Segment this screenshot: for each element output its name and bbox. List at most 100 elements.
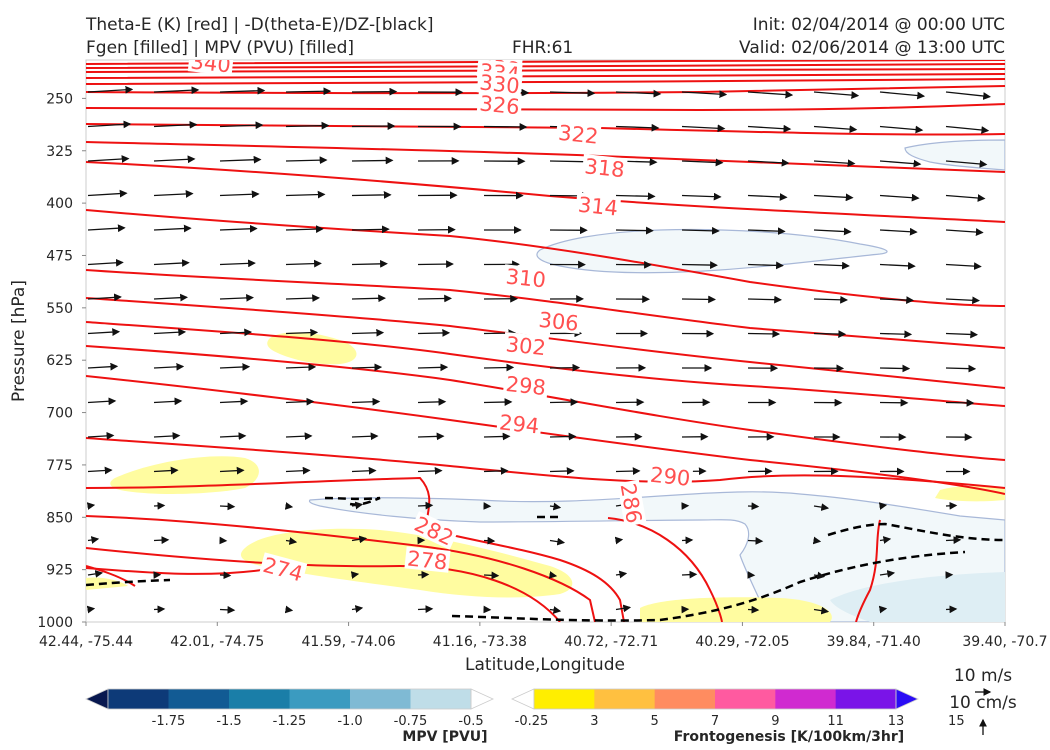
wind-vector [681, 295, 716, 304]
wind-vector [945, 398, 975, 407]
y-tick-label: 250 [46, 91, 73, 107]
theta-e-label-text: 310 [505, 264, 547, 292]
wind-vector [681, 536, 694, 545]
wind-vector [747, 261, 784, 270]
wind-vector [285, 294, 320, 303]
wind-vector [153, 432, 181, 440]
wind-vector [87, 570, 104, 578]
wind-vector [615, 192, 656, 201]
wind-vector [681, 570, 698, 579]
x-tick-label: 41.16, -73.38 [433, 634, 527, 650]
wind-vector [747, 124, 792, 133]
theta-e-label: 286 [616, 479, 647, 527]
theta-e-label-text: 306 [537, 308, 579, 336]
wind-vector [153, 328, 187, 337]
wind-vector [813, 571, 826, 580]
wind-vector [153, 293, 188, 302]
colorbar-segment [229, 689, 290, 709]
colorbar-segment [168, 689, 230, 709]
wind-vector [153, 86, 200, 95]
wind-vector [747, 605, 760, 614]
wind-vector [812, 536, 822, 545]
wind-vector [615, 123, 660, 132]
wind-vector [153, 259, 190, 267]
theta-e-label-text: 298 [505, 372, 547, 400]
fgen-region-5 [640, 597, 832, 622]
wind-vector [219, 605, 236, 614]
wind-vector [87, 328, 121, 336]
y-tick-label: 1000 [37, 615, 73, 631]
wind-vector [549, 467, 575, 475]
wind-vector [615, 467, 641, 475]
wind-vector [681, 158, 724, 167]
wind-vector [219, 328, 253, 337]
wind-vector [879, 536, 892, 544]
wind-vector [879, 193, 920, 202]
wind-vector [945, 160, 988, 168]
wind-vector [285, 121, 330, 130]
wind-vector [945, 262, 982, 271]
title-line-2: Fgen [filled] | MPV (PVU) [filled] [86, 38, 355, 58]
wind-vector [483, 571, 500, 580]
wind-vector [945, 125, 990, 134]
wind-vector [615, 570, 628, 579]
wind-vector [219, 190, 260, 199]
colorbar-segment [654, 689, 716, 709]
wind-vector [417, 605, 434, 614]
wind-vector [417, 260, 454, 268]
wind-vector [417, 466, 443, 475]
wind-vector [87, 85, 134, 94]
fgen-colorbar: 3 5 7 9 11 13 15 [511, 688, 965, 729]
wind-vector [219, 397, 249, 406]
wind-vector [615, 604, 632, 613]
y-tick-label: 775 [46, 458, 73, 474]
wind-vector [417, 363, 449, 372]
theta-e-label: 294 [496, 410, 543, 438]
wind-vector [483, 536, 496, 545]
y-tick-label: 850 [46, 510, 73, 526]
wind-vector [285, 87, 332, 96]
colorbar-extend-right [895, 688, 919, 710]
wind-vector [747, 329, 781, 338]
wind-vector [614, 536, 624, 545]
wind-vector [681, 124, 726, 133]
wind-vector [813, 606, 830, 615]
y-tick-label: 925 [46, 563, 73, 579]
wind-vector [286, 644, 296, 646]
wind-vector [219, 502, 236, 511]
wind-vector [417, 294, 452, 303]
wind-vector [87, 189, 128, 198]
colorbar-tick-label: -1.5 [216, 714, 241, 729]
wind-vector [747, 536, 764, 545]
wind-vector [87, 258, 124, 267]
wind-vector [878, 502, 888, 510]
colorbar-tick-label: -0.75 [394, 714, 428, 729]
wind-vector [879, 261, 916, 270]
mpv-region-mid [536, 228, 888, 274]
wind-vector [219, 432, 247, 441]
wind-vector [814, 644, 820, 645]
x-tick-label: 42.44, -75.44 [39, 634, 133, 650]
wind-vector [219, 259, 256, 268]
wind-vector [219, 86, 266, 95]
wind-vector [87, 362, 119, 371]
wind-vector [813, 227, 852, 236]
theta-e-label-text: 326 [478, 91, 520, 119]
colorbar-tick-label: 7 [711, 714, 719, 729]
colorbar-segment [594, 689, 656, 709]
wind-vector [682, 644, 692, 645]
theta-e-label: 326 [476, 91, 523, 119]
wind-vector [351, 191, 392, 199]
wind-vector [285, 328, 319, 337]
wind-vector [87, 431, 115, 440]
wind-vector [879, 364, 911, 373]
wind-vector [747, 227, 786, 236]
wind-vector [285, 156, 328, 165]
wind-vector [285, 225, 324, 233]
wind-vector [219, 466, 245, 475]
wind-vector [153, 362, 185, 371]
wind-vector [351, 501, 364, 510]
wind-vector [87, 293, 122, 302]
wind-vector [219, 121, 264, 130]
wind-vector [153, 397, 183, 406]
